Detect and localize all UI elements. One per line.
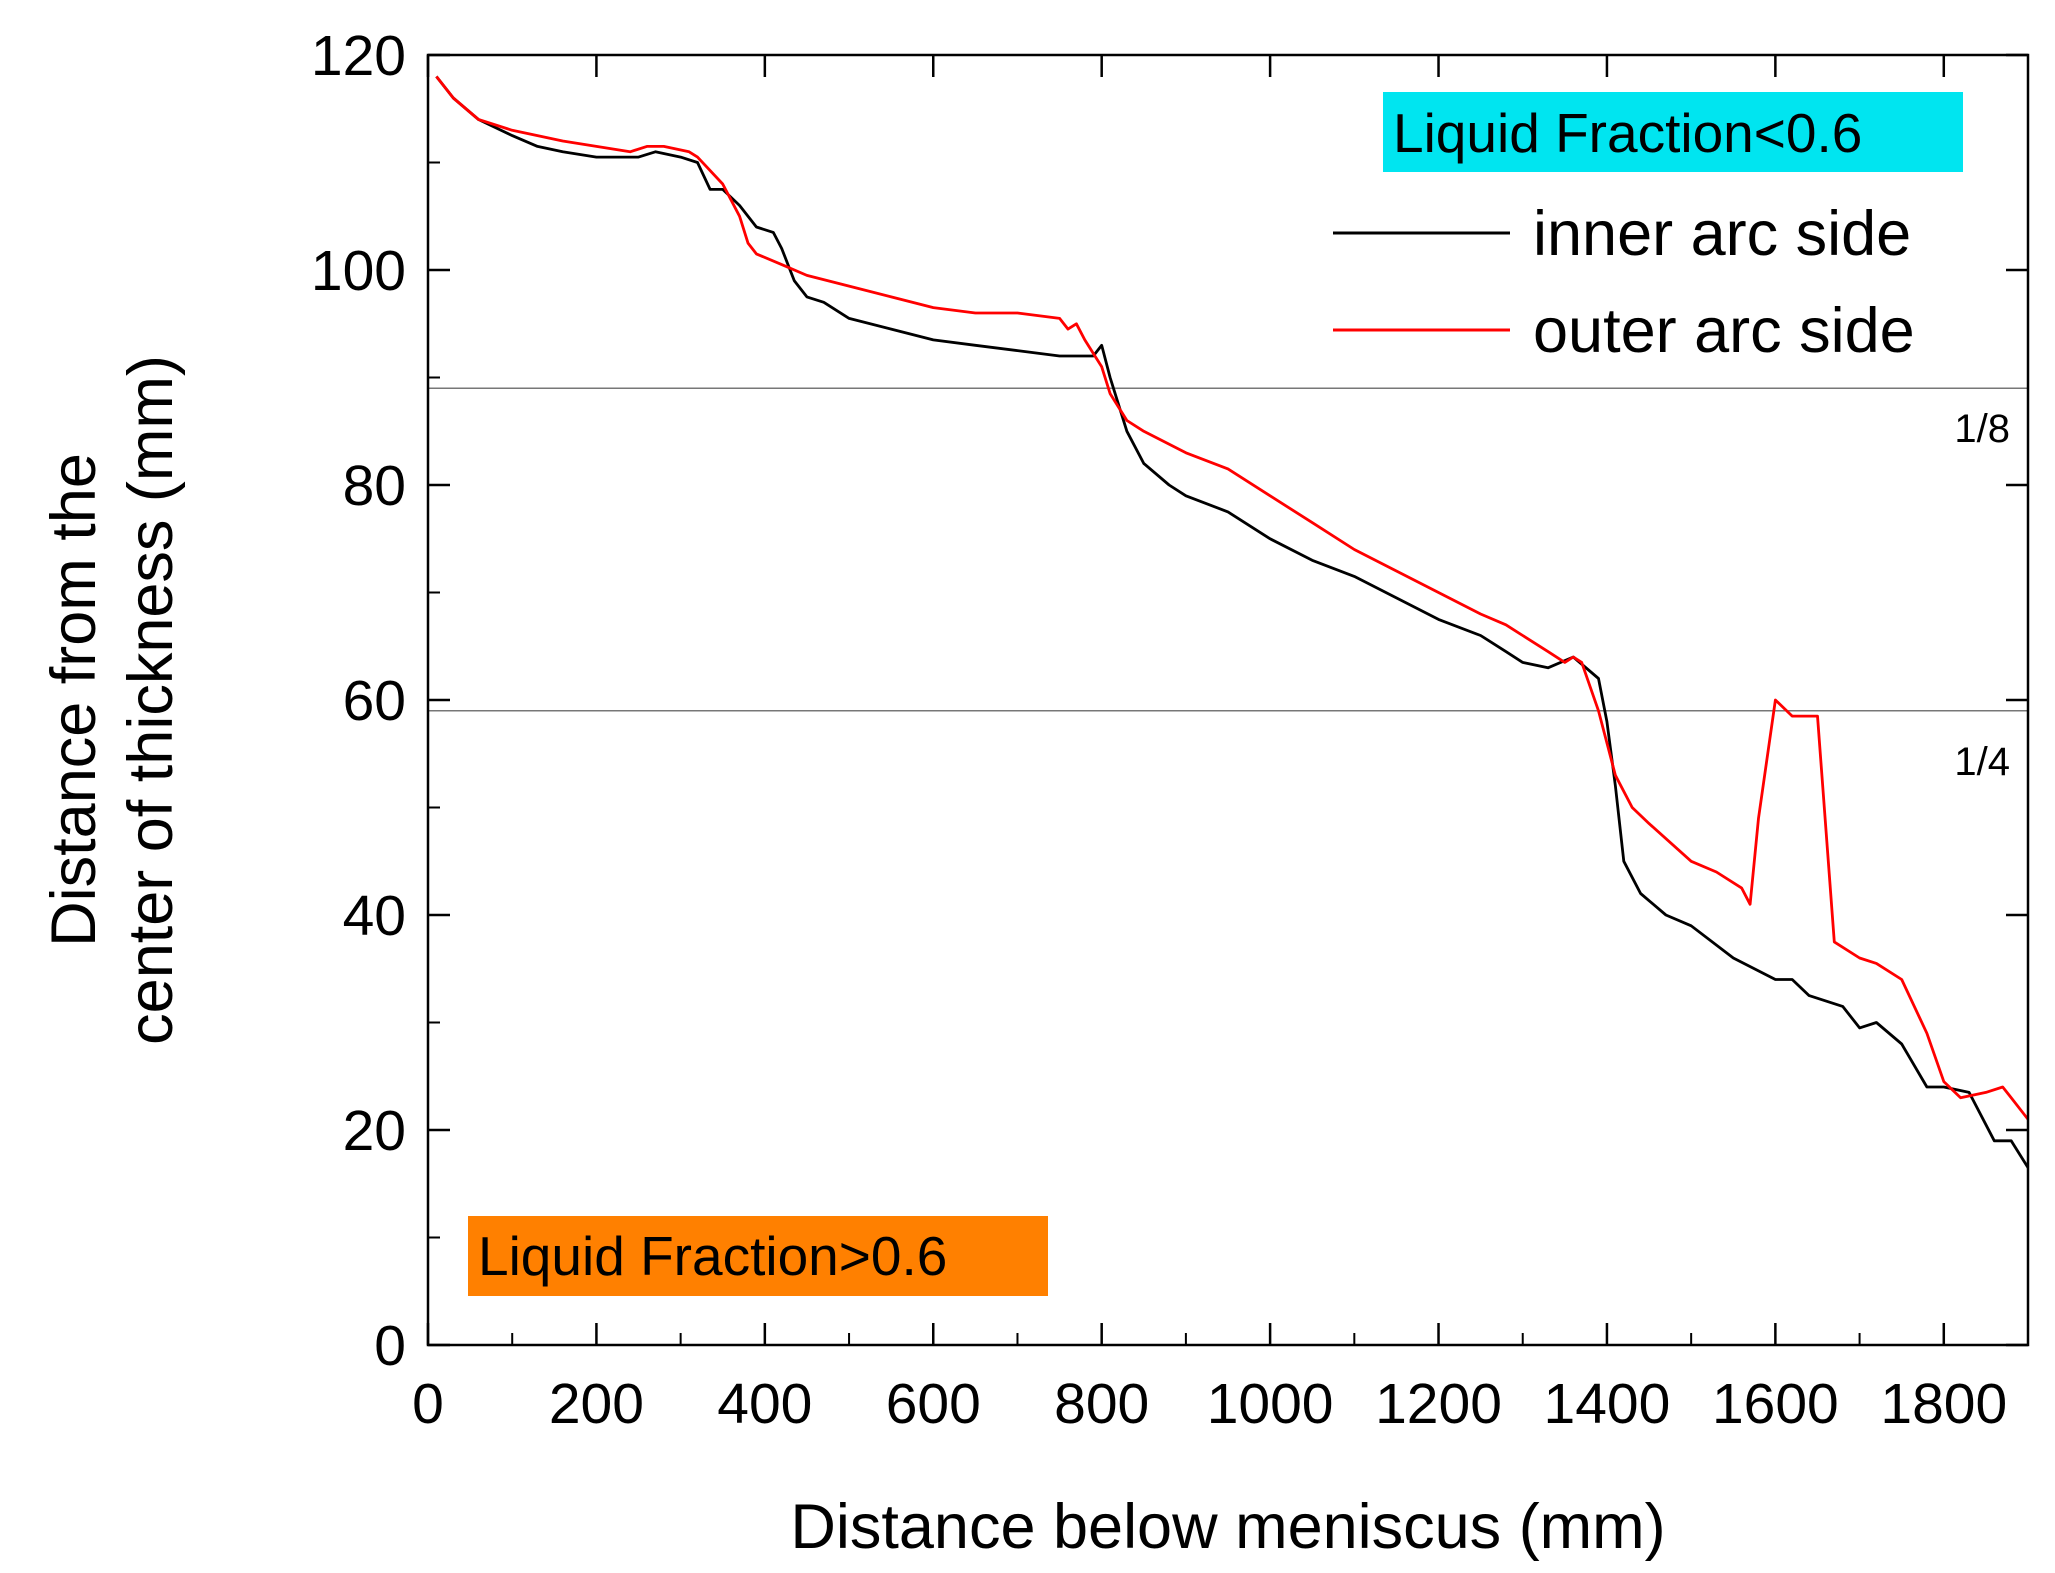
y-tick-label: 40 [343,884,406,948]
annotation-box-orange [468,1216,1048,1296]
x-tick-label: 1600 [1712,1372,1839,1436]
x-tick-label: 0 [412,1372,444,1436]
x-axis-title: Distance below meniscus (mm) [790,1492,1665,1562]
y-tick-label: 120 [311,24,406,88]
series-layer [435,75,2030,1169]
x-tick-label: 600 [886,1372,981,1436]
y-tick-label: 80 [343,454,406,518]
tick-layer: 0 200 400 600 800 1000 1200 1400 1600 1800 0 20 40 60… [311,24,2028,1436]
legend-label-outer: outer arc side [1533,296,1915,366]
x-tick-label: 1200 [1375,1372,1502,1436]
ref-label-eighth: 1/8 [1954,407,2010,451]
x-tick-label: 200 [549,1372,644,1436]
y-tick-label: 0 [374,1314,406,1378]
annotation-text-liquid-below: Liquid Fraction<0.6 [1393,102,1862,164]
y-axis-title-line-2: center of thickness (mm) [116,355,186,1045]
ref-label-quarter: 1/4 [1954,740,2010,784]
y-tick-label: 100 [311,239,406,303]
series-line-outer-arc [435,75,2030,1121]
x-tick-label: 1400 [1544,1372,1671,1436]
annotation-box-cyan [1383,92,1963,172]
legend: inner arc side outer arc side [1333,199,1915,366]
y-tick-label: 60 [343,669,406,733]
reference-lines [428,387,2028,712]
y-axis-title-line-1: Distance from the [39,453,109,947]
legend-label-inner: inner arc side [1533,199,1911,269]
x-tick-label: 800 [1054,1372,1149,1436]
x-tick-label: 400 [717,1372,812,1436]
annotation-text-liquid-above: Liquid Fraction>0.6 [478,1225,947,1287]
y-tick-label: 20 [343,1099,406,1163]
x-tick-label: 1800 [1880,1372,2007,1436]
series-line-inner-arc [435,75,2030,1169]
x-tick-label: 1000 [1207,1372,1334,1436]
